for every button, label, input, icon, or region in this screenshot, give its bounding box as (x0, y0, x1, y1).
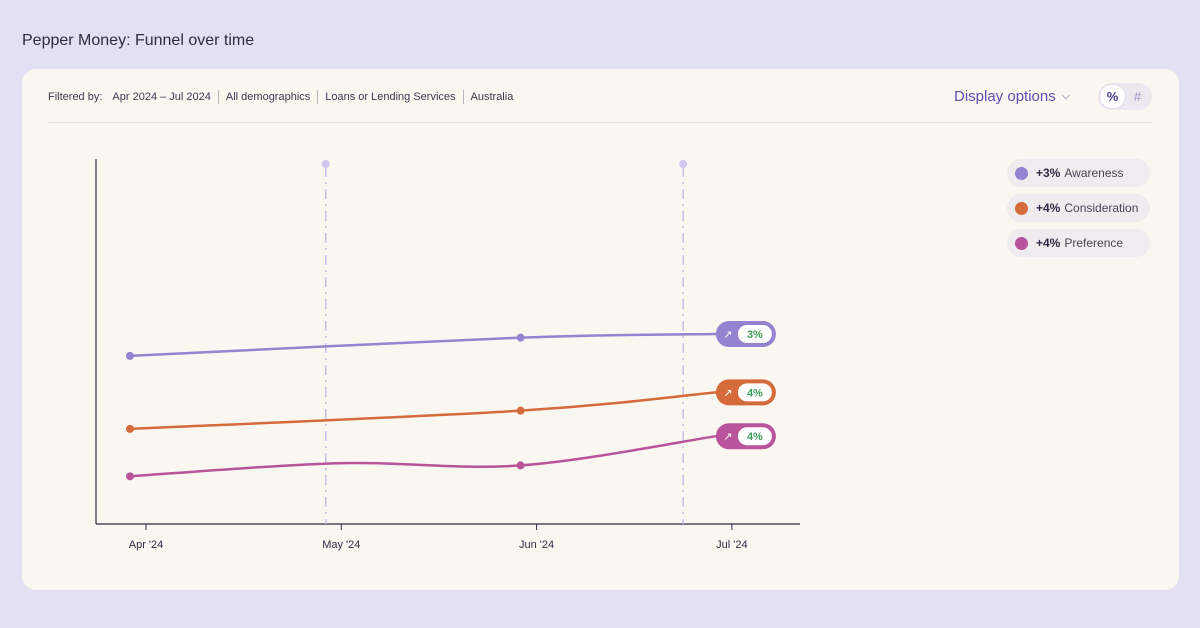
series-line-consideration (128, 391, 718, 431)
legend-name-consideration: Consideration (1064, 201, 1139, 215)
chevron-down-icon: ⌵ (1061, 90, 1071, 102)
filter-label: Filtered by: (48, 91, 103, 103)
legend: +3% Awareness +4% Consideration +4% Pref… (1007, 159, 1150, 264)
percent-count-toggle[interactable]: % # (1098, 83, 1152, 110)
filter-category[interactable]: Loans or Lending Services (317, 90, 462, 104)
x-tick-label-0: Apr '24 (129, 539, 164, 551)
series-line-awareness (128, 332, 718, 358)
arrow-up-right-icon: ↗ (723, 328, 732, 341)
toggle-percent[interactable]: % (1100, 85, 1125, 108)
legend-item-awareness[interactable]: +3% Awareness (1007, 159, 1150, 187)
legend-name-awareness: Awareness (1064, 166, 1124, 180)
change-badge-label-consideration: 4% (747, 387, 763, 399)
x-tick-label-3: Jul '24 (716, 539, 747, 551)
legend-item-preference[interactable]: +4% Preference (1007, 229, 1150, 257)
display-options-button[interactable]: Display options ⌵ (954, 88, 1070, 105)
filter-bar: Filtered by: Apr 2024 – Jul 2024 All dem… (48, 90, 520, 104)
change-badge-pill-preference (737, 427, 772, 446)
toggle-count[interactable]: # (1133, 89, 1142, 104)
x-tick-label-1: May '24 (322, 539, 360, 551)
change-badge-pill-consideration (737, 383, 772, 402)
legend-item-consideration[interactable]: +4% Consideration (1007, 194, 1150, 222)
event-marker-dot-0 (321, 160, 330, 168)
legend-dot-awareness (1015, 166, 1028, 180)
x-tick-label-2: Jun '24 (519, 539, 554, 551)
arrow-up-right-icon: ↗ (723, 386, 732, 399)
legend-dot-consideration (1015, 201, 1028, 215)
display-options-label: Display options (954, 88, 1056, 105)
legend-change-preference: +4% (1036, 236, 1061, 250)
data-point-consideration-0 (126, 424, 134, 433)
arrow-up-right-icon: ↗ (723, 430, 732, 443)
change-badge-label-awareness: 3% (747, 329, 763, 341)
series-line-preference (128, 434, 718, 478)
divider (48, 122, 1152, 123)
legend-dot-preference (1015, 236, 1028, 250)
data-point-awareness-1 (516, 333, 525, 342)
change-badge-pill-awareness (737, 325, 772, 343)
legend-name-preference: Preference (1064, 236, 1124, 250)
chart-card: Filtered by: Apr 2024 – Jul 2024 All dem… (22, 69, 1179, 590)
filter-region[interactable]: Australia (462, 90, 521, 104)
page-title: Pepper Money: Funnel over time (22, 32, 255, 49)
data-point-consideration-1 (516, 406, 525, 415)
legend-change-awareness: +3% (1036, 166, 1061, 180)
line-chart: Apr '24 May '24 Jun '24 Jul '24 ↗ 3% ↗ 4% ↗ 4% (95, 159, 800, 551)
data-point-preference-2 (516, 461, 525, 470)
data-point-awareness-0 (126, 351, 134, 360)
change-badge-label-preference: 4% (747, 431, 763, 443)
filter-date-range[interactable]: Apr 2024 – Jul 2024 (112, 91, 211, 103)
event-marker-dot-1 (679, 160, 688, 168)
data-point-preference-0 (126, 472, 134, 481)
filter-demographics[interactable]: All demographics (217, 90, 317, 104)
legend-change-consideration: +4% (1036, 201, 1061, 215)
